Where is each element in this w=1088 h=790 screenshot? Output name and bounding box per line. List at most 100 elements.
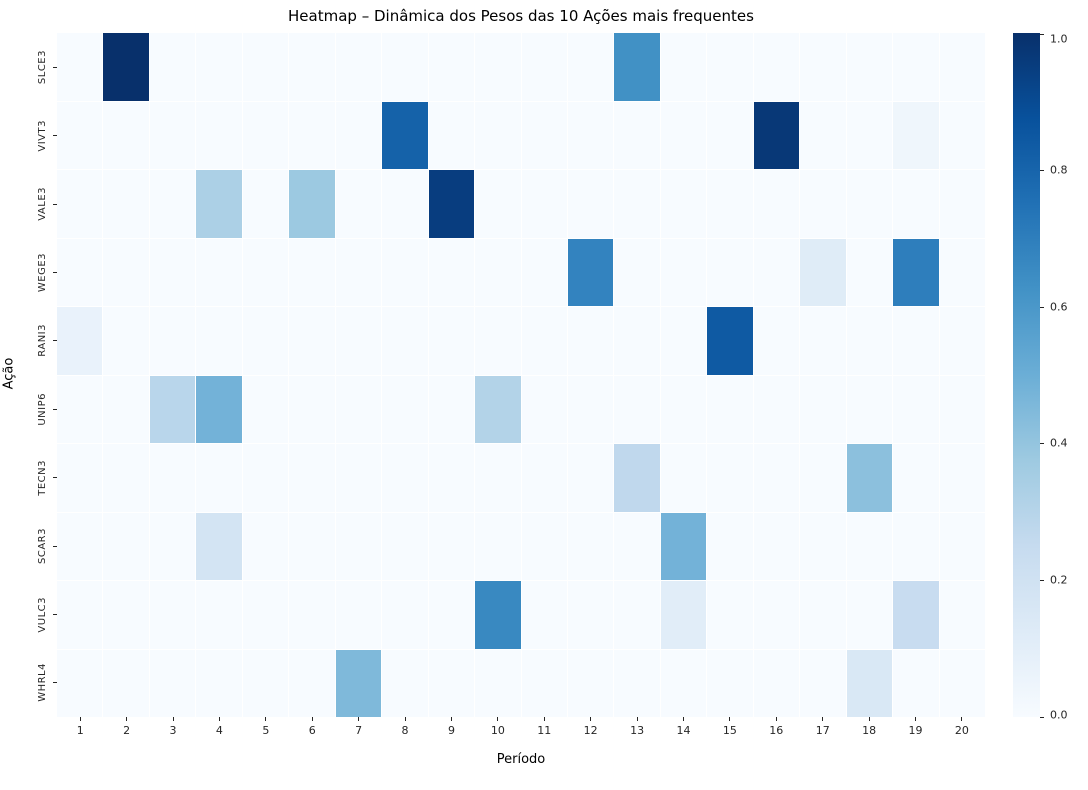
heatmap-cell — [800, 33, 846, 101]
heatmap-cell — [614, 307, 660, 375]
colorbar-tick-label: 0.0 — [1050, 708, 1068, 722]
heatmap-cell — [800, 649, 846, 717]
heatmap-cell — [149, 375, 196, 443]
heatmap-cell — [660, 101, 707, 169]
heatmap-cell — [614, 649, 660, 717]
heatmap-cell — [939, 33, 985, 101]
x-tick-mark — [265, 717, 267, 721]
x-tick-label: 13 — [630, 724, 645, 737]
y-tick-mark — [53, 545, 57, 547]
heatmap-cell — [382, 101, 428, 169]
colorbar-tick-mark — [1040, 306, 1044, 308]
colorbar-tick-label: 0.6 — [1050, 300, 1068, 314]
heatmap-cell — [289, 375, 335, 443]
heatmap-cell — [149, 581, 196, 649]
heatmap-cell — [335, 238, 382, 306]
heatmap-cell — [242, 649, 289, 717]
heatmap-cell — [846, 101, 893, 169]
x-tick: 1 — [57, 717, 103, 741]
x-tick: 5 — [243, 717, 289, 741]
heatmap-cell — [103, 444, 149, 512]
x-tick-mark — [682, 717, 684, 721]
y-tick: SLCE3 — [26, 33, 57, 101]
heatmap-cell — [335, 375, 382, 443]
heatmap-cell — [289, 444, 335, 512]
heatmap-cell — [614, 170, 660, 238]
x-tick-mark — [311, 717, 313, 721]
heatmap-cell — [521, 581, 567, 649]
heatmap-cell — [382, 33, 428, 101]
heatmap-cell — [57, 101, 103, 169]
heatmap-cell — [846, 649, 893, 717]
heatmap-cell — [660, 307, 707, 375]
heatmap-cell — [753, 307, 800, 375]
heatmap-cell — [196, 581, 242, 649]
x-tick: 6 — [289, 717, 335, 741]
y-tick: RANI3 — [26, 307, 57, 375]
heatmap-cell — [753, 444, 800, 512]
heatmap-cell — [800, 170, 846, 238]
heatmap-cell — [57, 512, 103, 580]
x-tick-label: 1 — [76, 724, 84, 737]
heatmap-cell — [428, 238, 475, 306]
heatmap-cell — [428, 512, 475, 580]
heatmap-cell — [707, 307, 753, 375]
heatmap-cell — [893, 512, 939, 580]
heatmap-cell — [57, 444, 103, 512]
y-tick-label: WHRL4 — [37, 663, 48, 703]
heatmap-cell — [753, 581, 800, 649]
colorbar-tick-label: 0.8 — [1050, 163, 1068, 177]
heatmap-cell — [382, 307, 428, 375]
heatmap-cell — [660, 581, 707, 649]
heatmap-cell — [614, 375, 660, 443]
heatmap-cell — [800, 101, 846, 169]
heatmap-cell — [149, 170, 196, 238]
colorbar-tick-mark — [1040, 33, 1044, 35]
y-tick-mark — [53, 66, 57, 68]
y-axis-ticks: SLCE3 VIVT3 VALE3 WEGE3 RANI3 UNIP6 TECN3 SCAR3… — [26, 33, 57, 717]
y-tick-label: VALE3 — [37, 187, 48, 221]
heatmap-cell — [475, 581, 521, 649]
colorbar-tick-mark — [1040, 169, 1044, 171]
heatmap-cell — [149, 101, 196, 169]
y-tick: SCAR3 — [26, 512, 57, 580]
heatmap-cell — [753, 649, 800, 717]
heatmap-cell — [614, 581, 660, 649]
heatmap-cell — [800, 307, 846, 375]
heatmap-cell — [753, 375, 800, 443]
heatmap-cell — [521, 307, 567, 375]
heatmap-cell — [57, 649, 103, 717]
x-tick: 11 — [521, 717, 567, 741]
heatmap-cell — [335, 307, 382, 375]
x-tick: 8 — [382, 717, 428, 741]
heatmap-cell — [614, 238, 660, 306]
heatmap-cell — [893, 101, 939, 169]
x-tick: 3 — [150, 717, 196, 741]
heatmap-cell — [846, 444, 893, 512]
x-tick-label: 17 — [815, 724, 830, 737]
heatmap-cell — [335, 581, 382, 649]
y-tick-label: SLCE3 — [37, 50, 48, 85]
heatmap-cell — [382, 170, 428, 238]
heatmap-cell — [614, 33, 660, 101]
heatmap-cell — [893, 581, 939, 649]
y-tick-label: RANI3 — [37, 324, 48, 358]
y-tick-mark — [53, 203, 57, 205]
heatmap-cell — [800, 581, 846, 649]
heatmap-cell — [475, 649, 521, 717]
heatmap-cell — [475, 101, 521, 169]
heatmap-cell — [846, 307, 893, 375]
x-tick-label: 20 — [954, 724, 969, 737]
x-tick-mark — [79, 717, 81, 721]
heatmap-cell — [103, 101, 149, 169]
heatmap-cell — [103, 33, 149, 101]
heatmap-cell — [893, 170, 939, 238]
heatmap-cell — [289, 33, 335, 101]
x-tick: 19 — [892, 717, 938, 741]
x-tick-mark — [450, 717, 452, 721]
heatmap-cell — [57, 170, 103, 238]
heatmap-cell — [660, 238, 707, 306]
heatmap-cell — [103, 170, 149, 238]
heatmap-cell — [103, 307, 149, 375]
heatmap-cell — [242, 307, 289, 375]
